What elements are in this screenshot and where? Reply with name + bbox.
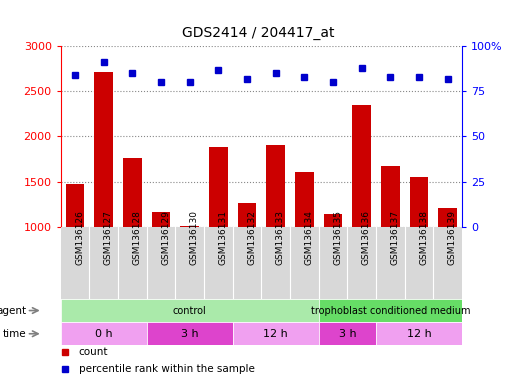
Text: GSM136133: GSM136133 <box>276 210 285 265</box>
Text: GSM136136: GSM136136 <box>362 210 371 265</box>
Bar <box>324 214 342 317</box>
Bar <box>381 166 400 317</box>
Text: 0 h: 0 h <box>95 329 112 339</box>
Bar <box>181 226 199 317</box>
Text: control: control <box>173 306 206 316</box>
Text: time: time <box>3 329 26 339</box>
Text: GSM136132: GSM136132 <box>247 210 256 265</box>
Text: GSM136130: GSM136130 <box>190 210 199 265</box>
Text: agent: agent <box>0 306 26 316</box>
Text: GSM136128: GSM136128 <box>133 210 142 265</box>
Bar <box>376 322 462 345</box>
Text: GSM136137: GSM136137 <box>390 210 399 265</box>
Bar <box>352 105 371 317</box>
Text: GSM136139: GSM136139 <box>448 210 457 265</box>
Text: GSM136129: GSM136129 <box>161 210 170 265</box>
Text: trophoblast conditioned medium: trophoblast conditioned medium <box>310 306 470 316</box>
Bar <box>147 322 233 345</box>
Bar <box>266 144 285 317</box>
Text: GSM136131: GSM136131 <box>219 210 228 265</box>
Text: GSM136126: GSM136126 <box>75 210 84 265</box>
Bar <box>123 158 142 317</box>
Bar <box>233 322 319 345</box>
Bar <box>238 203 257 317</box>
Text: 12 h: 12 h <box>407 329 431 339</box>
Text: 12 h: 12 h <box>263 329 288 339</box>
Text: GSM136135: GSM136135 <box>333 210 342 265</box>
Bar <box>319 322 376 345</box>
Bar <box>61 322 147 345</box>
Text: GSM136138: GSM136138 <box>419 210 428 265</box>
Text: GSM136134: GSM136134 <box>304 210 313 265</box>
Text: percentile rank within the sample: percentile rank within the sample <box>79 364 254 374</box>
Bar <box>66 184 84 317</box>
Text: 3 h: 3 h <box>338 329 356 339</box>
Text: GDS2414 / 204417_at: GDS2414 / 204417_at <box>183 26 335 40</box>
Bar <box>61 299 319 322</box>
Text: count: count <box>79 346 108 357</box>
Bar <box>410 177 428 317</box>
Bar <box>152 212 171 317</box>
Text: GSM136127: GSM136127 <box>103 210 112 265</box>
Bar <box>438 208 457 317</box>
Text: 3 h: 3 h <box>181 329 199 339</box>
Bar <box>319 299 462 322</box>
Bar <box>295 172 314 317</box>
Bar <box>209 147 228 317</box>
Bar <box>95 72 113 317</box>
